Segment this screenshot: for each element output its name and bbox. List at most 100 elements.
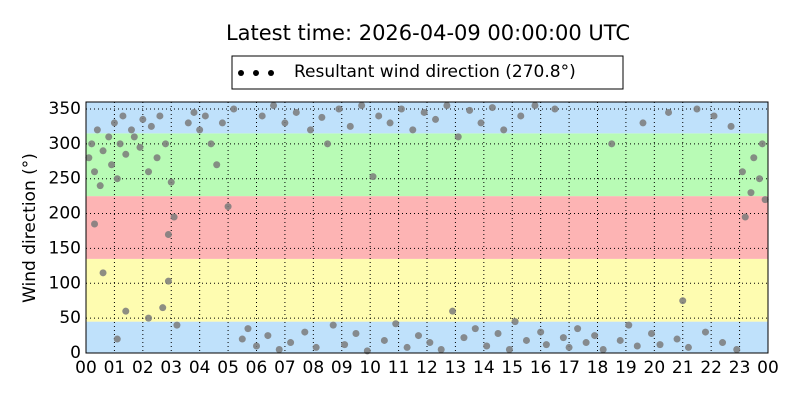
chart-title: Latest time: 2026-04-09 00:00:00 UTC — [226, 21, 630, 45]
point — [264, 332, 272, 340]
point — [156, 112, 164, 120]
point — [551, 105, 559, 113]
point — [113, 175, 121, 183]
point — [483, 342, 491, 350]
point — [684, 343, 692, 351]
x-tick-label: 03 — [160, 358, 182, 378]
point — [599, 346, 607, 354]
point — [733, 346, 741, 354]
point — [346, 122, 354, 130]
legend-marker — [253, 70, 259, 76]
point — [375, 112, 383, 120]
point — [693, 105, 701, 113]
point — [99, 147, 107, 155]
point — [747, 189, 755, 197]
x-tick-label: 19 — [615, 358, 637, 378]
point — [306, 126, 314, 134]
point — [127, 126, 135, 134]
point — [207, 140, 215, 148]
point — [318, 113, 326, 121]
point — [147, 122, 155, 130]
point — [130, 133, 138, 141]
point — [287, 339, 295, 347]
y-tick-label: 0 — [70, 343, 81, 363]
x-tick-label: 02 — [132, 358, 154, 378]
point — [136, 143, 144, 151]
x-tick-label: 17 — [558, 358, 580, 378]
point — [665, 108, 673, 116]
point — [230, 105, 238, 113]
point — [119, 112, 127, 120]
point — [164, 277, 172, 285]
point — [110, 119, 118, 127]
x-tick-label: 05 — [217, 358, 239, 378]
point — [633, 342, 641, 350]
x-tick-label: 06 — [246, 358, 268, 378]
point — [403, 343, 411, 351]
point — [105, 133, 113, 141]
point — [414, 332, 422, 340]
plot-frame — [85, 101, 769, 354]
y-tick-label: 100 — [49, 273, 81, 293]
point — [559, 334, 567, 342]
point — [701, 328, 709, 336]
point — [292, 108, 300, 116]
point — [432, 115, 440, 123]
x-tick-label: 12 — [416, 358, 438, 378]
x-tick-label: 01 — [104, 358, 126, 378]
y-tick-label: 150 — [49, 238, 81, 258]
y-tick-label: 50 — [59, 308, 81, 328]
point — [358, 101, 366, 109]
point — [164, 230, 172, 238]
point — [505, 346, 513, 354]
x-tick-label: 18 — [587, 358, 609, 378]
point — [647, 329, 655, 337]
x-tick-label: 23 — [729, 358, 751, 378]
point — [312, 343, 320, 351]
point — [471, 325, 479, 333]
y-axis-label: Wind direction (°) — [20, 153, 40, 303]
point — [392, 320, 400, 328]
point — [91, 220, 99, 228]
legend-box — [231, 55, 624, 90]
point — [224, 203, 232, 211]
point — [244, 325, 252, 333]
point — [565, 343, 573, 351]
point — [201, 112, 209, 120]
point — [167, 178, 175, 186]
point — [454, 133, 462, 141]
x-tick-label: 10 — [359, 358, 381, 378]
point — [522, 336, 530, 344]
legend-label: Resultant wind direction (270.8°) — [294, 62, 576, 82]
point — [741, 213, 749, 221]
point — [270, 101, 278, 109]
x-tick-label: 00 — [757, 358, 779, 378]
y-tick-label: 250 — [49, 169, 81, 189]
point — [258, 112, 266, 120]
point — [488, 104, 496, 112]
point — [91, 168, 99, 176]
point — [409, 126, 417, 134]
point — [173, 321, 181, 329]
point — [369, 173, 377, 181]
y-tick-label: 300 — [49, 134, 81, 154]
point — [275, 346, 283, 354]
point — [639, 119, 647, 127]
point — [719, 339, 727, 347]
point — [170, 213, 178, 221]
y-tick-label: 350 — [49, 99, 81, 119]
point — [443, 101, 451, 109]
x-tick-label: 04 — [189, 358, 211, 378]
point — [159, 304, 167, 312]
point — [426, 339, 434, 347]
point — [88, 140, 96, 148]
point — [750, 154, 758, 162]
point — [477, 119, 485, 127]
point — [460, 334, 468, 342]
point — [625, 321, 633, 329]
point — [153, 154, 161, 162]
point — [591, 332, 599, 340]
point — [196, 126, 204, 134]
point — [437, 346, 445, 354]
point — [542, 341, 550, 349]
